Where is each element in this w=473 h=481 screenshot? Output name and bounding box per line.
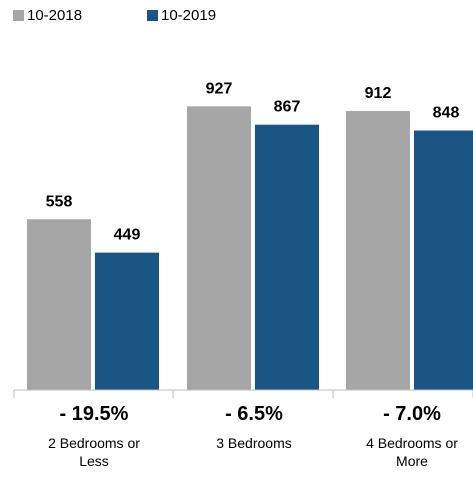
bars	[27, 106, 473, 390]
value-labels: 558 449 927 867 912 848	[46, 80, 460, 243]
legend-label-1: 10-2018	[27, 7, 82, 24]
category-label-1-line-1: 2 Bedrooms or	[48, 435, 140, 451]
data-label-3-series-2: 848	[433, 105, 460, 122]
x-axis	[13, 389, 473, 398]
legend: 10-2018 10-2019	[13, 7, 216, 24]
bar-2-series-2	[255, 124, 319, 390]
legend-swatch-2	[147, 10, 158, 21]
change-label-2: - 6.5%	[225, 403, 283, 425]
category-label-1-line-2: Less	[79, 453, 109, 469]
legend-swatch-1	[13, 10, 24, 21]
change-labels: - 19.5% - 6.5% - 7.0%	[60, 403, 442, 425]
category-label-3-line-1: 4 Bedrooms or	[366, 435, 458, 451]
bar-3-series-2	[414, 130, 473, 390]
data-label-1-series-1: 558	[46, 193, 73, 210]
bar-3-series-1	[346, 110, 410, 390]
legend-label-2: 10-2019	[161, 7, 216, 24]
data-label-1-series-2: 449	[114, 227, 141, 244]
bar-2-series-1	[187, 106, 251, 390]
category-label-3-line-2: More	[396, 453, 428, 469]
bar-1-series-1	[27, 219, 91, 390]
change-label-3: - 7.0%	[383, 403, 441, 425]
change-label-1: - 19.5%	[60, 403, 129, 425]
data-label-3-series-1: 912	[365, 85, 392, 102]
category-labels: 2 Bedrooms or Less 3 Bedrooms 4 Bedrooms or…	[48, 435, 458, 469]
bar-1-series-2	[95, 252, 159, 390]
data-label-2-series-2: 867	[274, 99, 301, 116]
category-label-2: 3 Bedrooms	[216, 435, 291, 451]
data-label-2-series-1: 927	[206, 80, 233, 97]
